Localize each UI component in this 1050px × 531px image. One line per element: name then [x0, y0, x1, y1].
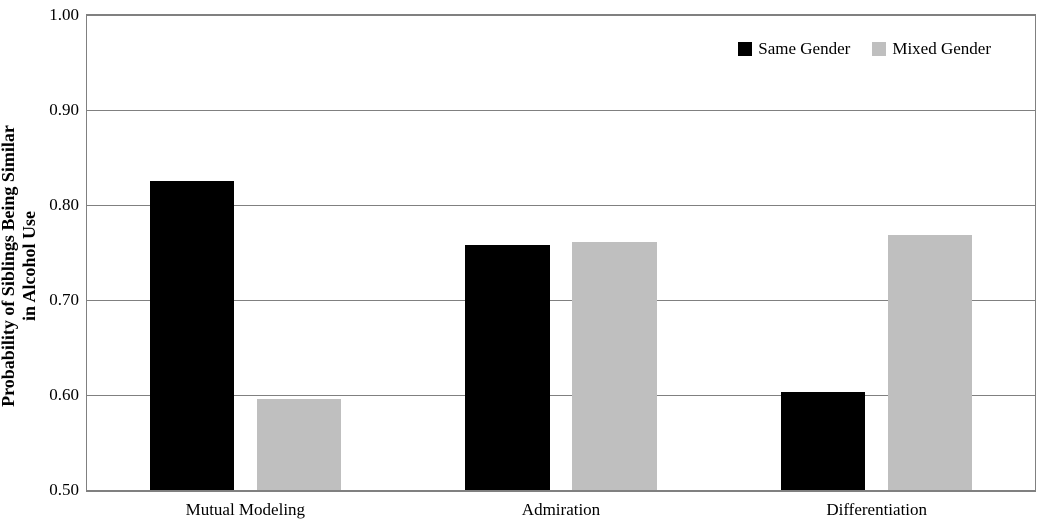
y-tick-label: 0.70: [49, 290, 87, 310]
y-tick-label: 1.00: [49, 5, 87, 25]
y-axis-label: Probability of Siblings Being Similarin …: [0, 27, 40, 505]
bar: [257, 399, 341, 490]
grid-line: [87, 110, 1035, 111]
legend-label: Same Gender: [758, 39, 850, 59]
bar: [465, 245, 549, 490]
bar: [781, 392, 865, 490]
x-tick-label: Mutual Modeling: [186, 490, 305, 520]
legend: Same Gender Mixed Gender: [738, 39, 991, 59]
bar-chart: Probability of Siblings Being Similarin …: [0, 0, 1050, 531]
legend-item: Same Gender: [738, 39, 850, 59]
bar: [888, 235, 972, 490]
x-tick-label: Differentiation: [826, 490, 927, 520]
bar: [150, 181, 234, 490]
legend-swatch: [872, 42, 886, 56]
grid-line: [87, 15, 1035, 16]
y-tick-label: 0.60: [49, 385, 87, 405]
y-tick-label: 0.80: [49, 195, 87, 215]
y-tick-label: 0.90: [49, 100, 87, 120]
x-tick-label: Admiration: [522, 490, 600, 520]
legend-swatch: [738, 42, 752, 56]
legend-label: Mixed Gender: [892, 39, 991, 59]
legend-item: Mixed Gender: [872, 39, 991, 59]
bar: [572, 242, 656, 490]
y-tick-label: 0.50: [49, 480, 87, 500]
plot-area: Same GenderMixed Gender 0.500.600.700.80…: [86, 14, 1036, 492]
